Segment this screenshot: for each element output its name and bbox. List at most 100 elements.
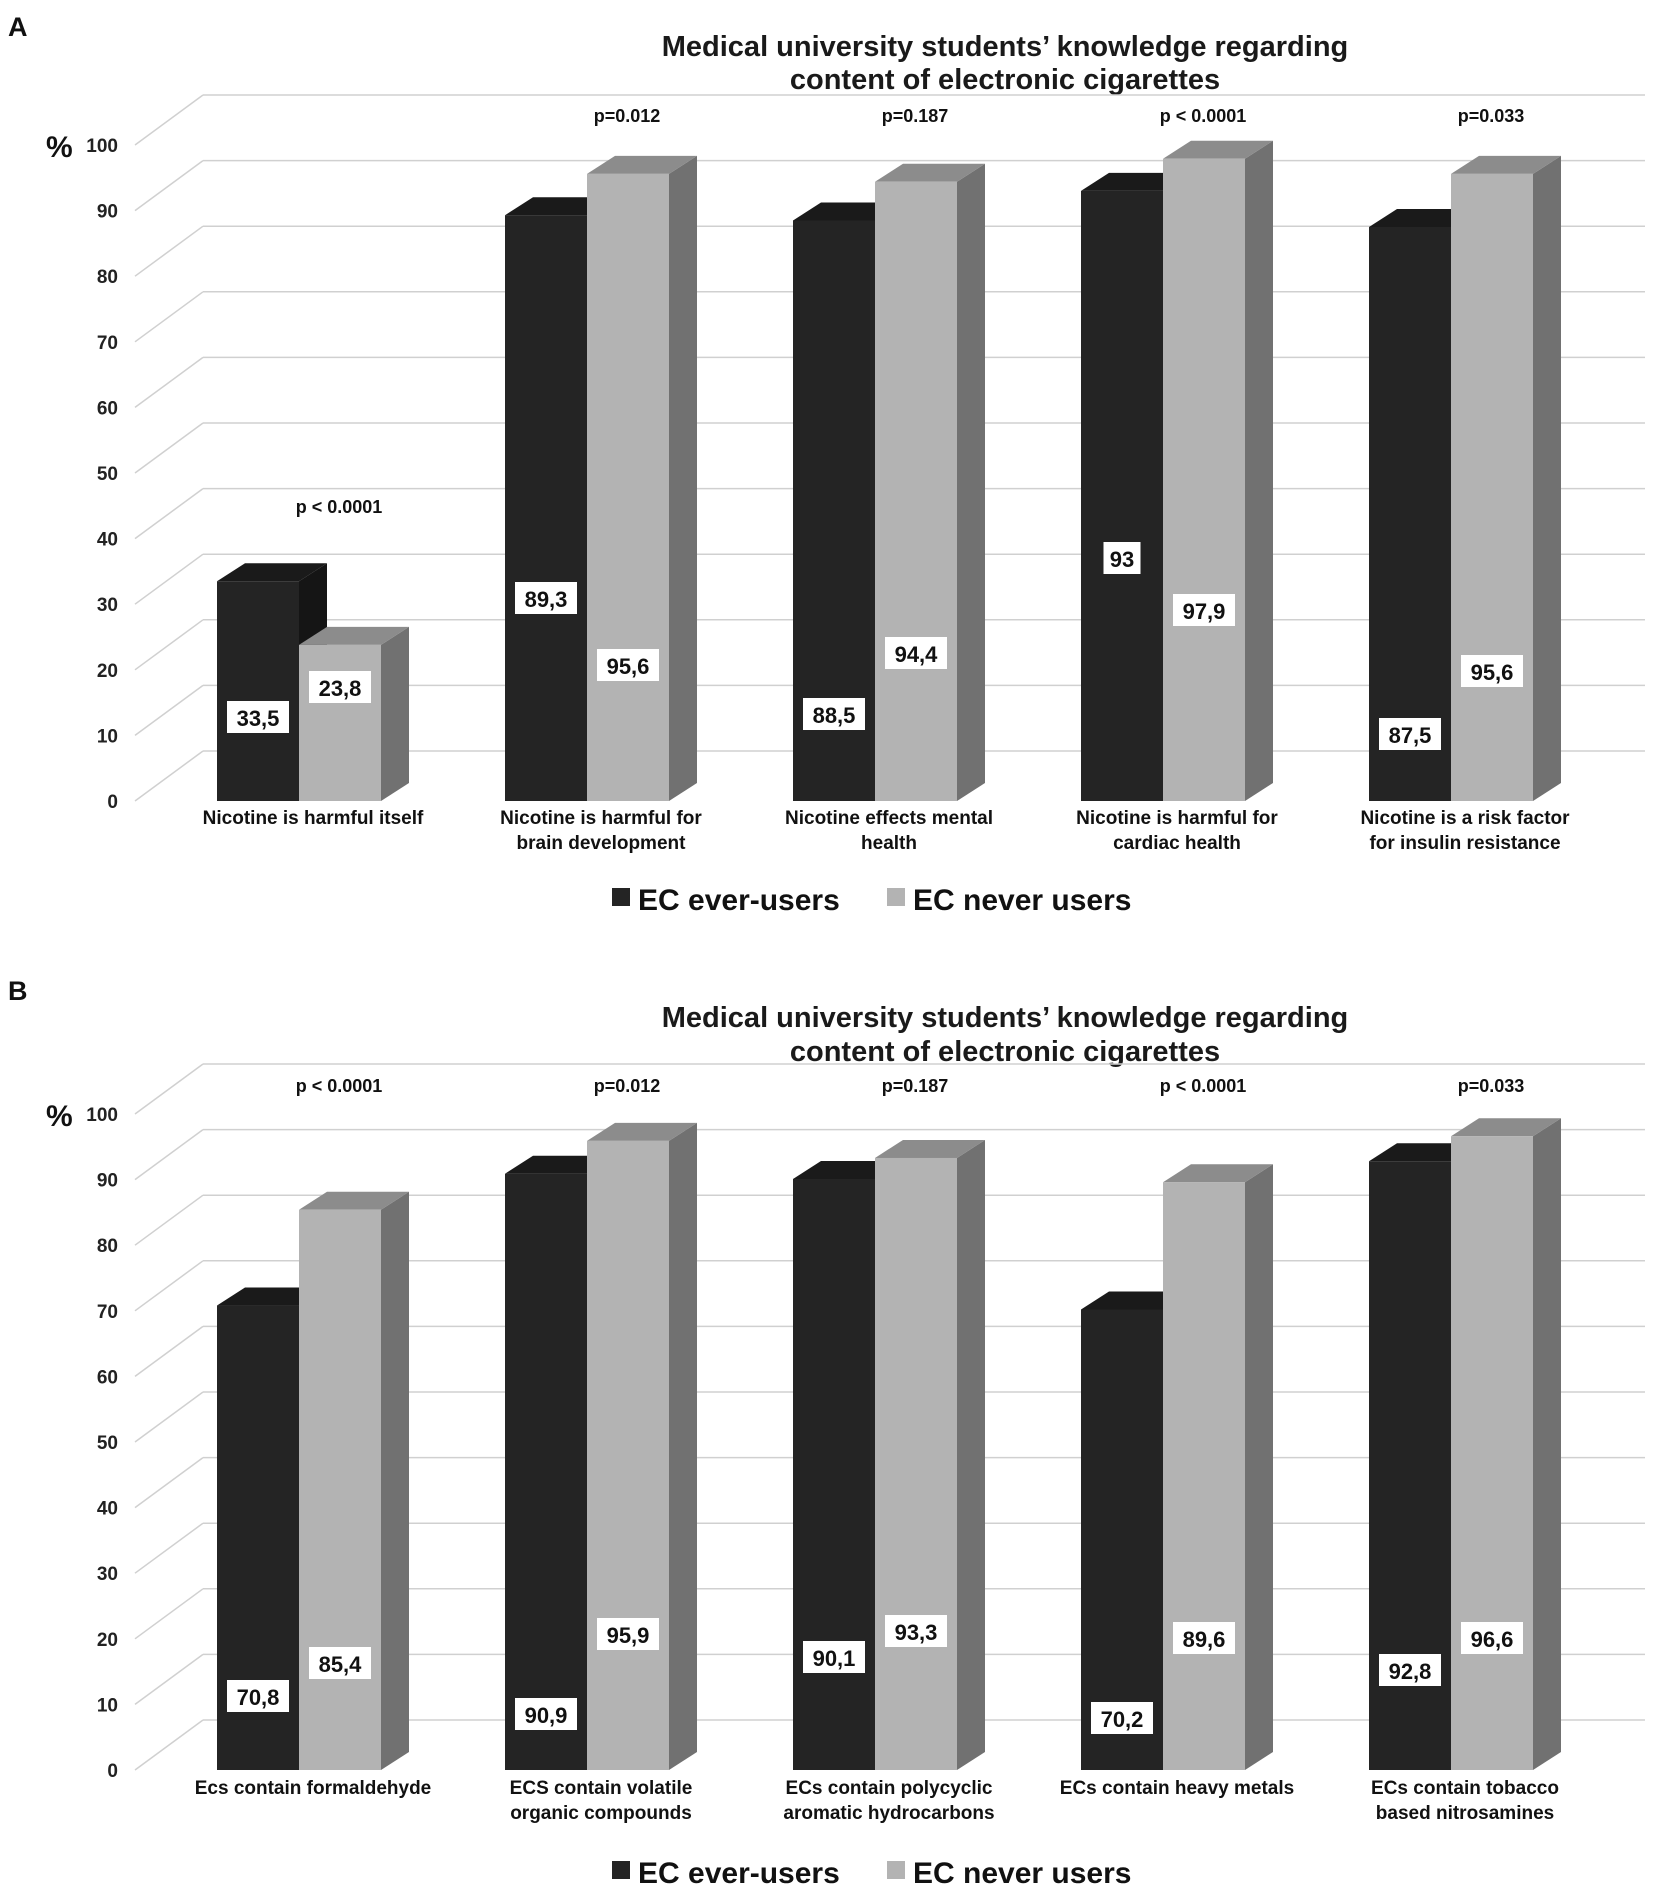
bar-side [1245, 140, 1273, 801]
data-label-text: 33,5 [237, 706, 280, 731]
y-tick-label: 0 [107, 1761, 118, 1782]
gridline-diagonal [134, 1063, 204, 1115]
legend-label: EC never users [913, 1857, 1131, 1890]
chart-title-line: Medical university students’ knowledge r… [662, 31, 1349, 63]
bar-side [381, 626, 409, 801]
data-label-box [885, 1615, 947, 1647]
data-label: 90,9 [515, 1698, 577, 1730]
bar-never-users [875, 163, 985, 802]
data-label-box [309, 1647, 371, 1679]
bar-never-users [1451, 155, 1561, 801]
data-label: 95,6 [1461, 655, 1523, 687]
data-label-text: 89,6 [1183, 1627, 1226, 1652]
data-label-box [227, 1680, 289, 1712]
bar-side [957, 163, 985, 802]
p-value-label: p < 0.0001 [1160, 106, 1247, 126]
gridline-diagonal [134, 422, 204, 474]
data-label-box [1379, 718, 1441, 750]
category-label: brain development [517, 833, 687, 854]
bar-front [1081, 190, 1163, 802]
bar-front [299, 644, 381, 801]
legend: EC ever-users EC never users [612, 1857, 1131, 1890]
data-label-text: 87,5 [1389, 723, 1432, 748]
panel-label: A [8, 12, 28, 42]
data-label-text: 95,9 [607, 1623, 650, 1648]
bar-front [1369, 227, 1451, 801]
gridline-diagonal [134, 94, 204, 146]
data-label-text: 23,8 [319, 676, 362, 701]
p-value-label: p=0.187 [882, 1076, 949, 1096]
data-label-text: 92,8 [1389, 1659, 1432, 1684]
category-label: ECs contain polycyclic [786, 1778, 993, 1799]
data-label: 89,6 [1173, 1622, 1235, 1654]
gridline-diagonal [134, 684, 204, 737]
y-axis-label: % [46, 1100, 73, 1133]
category-label: ECs contain heavy metals [1060, 1778, 1294, 1799]
data-label: 95,6 [597, 649, 659, 681]
bar-side [1533, 1118, 1561, 1770]
bar-front [1451, 1136, 1533, 1770]
y-tick-label: 0 [107, 792, 118, 813]
bar-top [299, 1191, 409, 1210]
bar-front [875, 1157, 957, 1770]
data-label: 89,3 [515, 582, 577, 614]
bar-never-users [1451, 1118, 1561, 1770]
y-tick-label: 40 [97, 1499, 118, 1520]
bar-side [669, 155, 697, 801]
data-label-box [309, 671, 371, 703]
y-tick-label: 90 [97, 202, 118, 223]
gridline-diagonal [134, 159, 204, 212]
chart-panel-a: A Medical university students’ knowledge … [8, 12, 1645, 917]
bar-never-users [1163, 140, 1273, 801]
bar-top [875, 1139, 985, 1158]
bar-top [1163, 140, 1273, 159]
data-label: 92,8 [1379, 1654, 1441, 1686]
bar-never-users [299, 1191, 409, 1770]
data-label: 93 [1103, 542, 1141, 574]
data-label-box [515, 1698, 577, 1730]
p-value-label: p=0.033 [1458, 1076, 1525, 1096]
y-tick-label: 30 [97, 595, 118, 616]
data-label: 97,9 [1173, 594, 1235, 626]
data-label: 70,8 [227, 1680, 289, 1712]
data-label: 94,4 [885, 637, 947, 669]
data-label-text: 70,2 [1101, 1707, 1144, 1732]
y-tick-label: 90 [97, 1171, 118, 1192]
data-label: 88,5 [803, 698, 865, 730]
legend-swatch [612, 888, 630, 906]
data-label-text: 97,9 [1183, 599, 1226, 624]
y-tick-label: 20 [97, 1630, 118, 1651]
data-label-text: 94,4 [895, 642, 939, 667]
bar-top [1451, 155, 1561, 174]
data-label-text: 95,6 [1471, 660, 1514, 685]
legend-label: EC ever-users [638, 884, 840, 917]
category-label: ECS contain volatile [510, 1778, 693, 1799]
data-label-box [515, 582, 577, 614]
p-value-label: p=0.012 [594, 106, 661, 126]
bar-never-users [587, 1122, 697, 1770]
data-label-text: 85,4 [319, 1652, 363, 1677]
category-label: health [861, 833, 917, 854]
bar-front [299, 1209, 381, 1770]
data-label: 85,4 [309, 1647, 371, 1679]
bar-top [587, 1122, 697, 1141]
data-label: 87,5 [1379, 718, 1441, 750]
gridline-diagonal [134, 487, 204, 540]
data-label-box [1173, 594, 1235, 626]
bar-never-users [1163, 1164, 1273, 1770]
bar-side [1533, 155, 1561, 801]
bar-front [793, 1178, 875, 1770]
bar-side [1245, 1164, 1273, 1770]
p-value-label: p < 0.0001 [1160, 1076, 1247, 1096]
data-label-text: 93 [1110, 547, 1134, 572]
bar-never-users [875, 1139, 985, 1770]
y-tick-label: 70 [97, 333, 118, 354]
y-axis-label: % [46, 131, 73, 164]
y-tick-label: 10 [97, 726, 118, 747]
legend-swatch [887, 888, 905, 906]
data-label: 90,1 [803, 1641, 865, 1673]
chart-title-line: content of electronic cigarettes [790, 1036, 1220, 1068]
category-label: based nitrosamines [1376, 1803, 1554, 1824]
bar-side [669, 1122, 697, 1770]
